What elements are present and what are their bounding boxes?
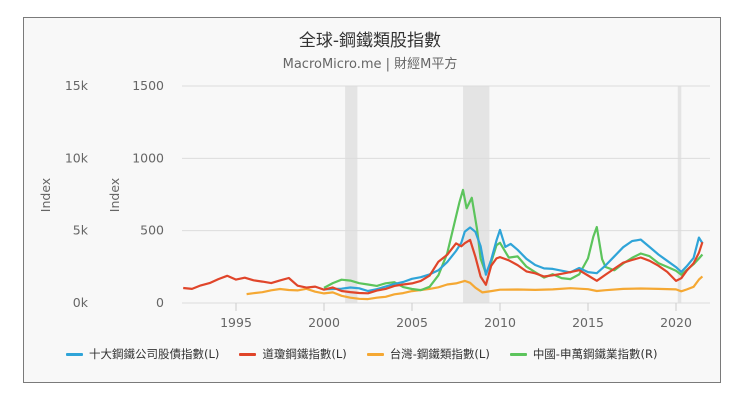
x-tick-label: 2010 (484, 315, 516, 330)
y-tick-label: 0 (156, 295, 164, 310)
x-tick-label: 2005 (396, 315, 428, 330)
legend-label: 中國-申萬鋼鐵業指數(R) (532, 347, 658, 361)
gridlines (182, 85, 710, 304)
series-line (246, 275, 704, 301)
y-tick-label: 0k (73, 295, 89, 310)
legend-item-china-steel[interactable]: 中國-申萬鋼鐵業指數(R) (509, 346, 658, 362)
recession-band (677, 86, 682, 303)
chart-frame (23, 17, 721, 383)
x-axis: 1995 2000 2005 2010 2015 2020 (220, 303, 692, 330)
legend-item-ten-steel[interactable]: 十大鋼鐵公司股債指數(L) (66, 346, 219, 362)
series-lines (183, 188, 704, 301)
series-line (183, 238, 704, 295)
y-tick-label: 1000 (132, 150, 164, 165)
legend-label: 十大鋼鐵公司股債指數(L) (89, 347, 220, 361)
x-tick-label: 1995 (220, 315, 252, 330)
legend-swatch-icon (239, 352, 257, 356)
y-axis-left-inner: 0 500 1000 1500 (132, 78, 164, 310)
chart-subtitle: MacroMicro.me | 財經M平方 (282, 57, 458, 72)
legend-item-dowjones-steel[interactable]: 道瓊鋼鐵指數(L) (239, 346, 347, 362)
legend-swatch-icon (509, 352, 527, 356)
y-tick-label: 10k (65, 150, 89, 165)
legend-item-taiwan-steel[interactable]: 台灣-鋼鐵類指數(L) (366, 346, 490, 362)
chart-title: 全球-鋼鐵類股指數 (298, 31, 442, 51)
y-tick-label: 15k (65, 78, 89, 93)
series-line (323, 226, 704, 293)
y-axis-title-inner: Index (107, 178, 122, 212)
recession-band (345, 86, 358, 303)
legend-label: 道瓊鋼鐵指數(L) (262, 347, 347, 361)
series-line (323, 188, 704, 292)
x-tick-label: 2000 (308, 315, 340, 330)
legend-label: 台灣-鋼鐵類指數(L) (389, 347, 490, 361)
legend-swatch-icon (66, 352, 83, 356)
y-tick-label: 500 (140, 223, 164, 238)
y-axis-left-outer: 0k 5k 10k 15k (65, 78, 89, 310)
legend: 十大鋼鐵公司股債指數(L) 道瓊鋼鐵指數(L) 台灣-鋼鐵類指數(L) 中國-申… (66, 346, 677, 362)
legend-swatch-icon (366, 352, 384, 356)
y-tick-label: 5k (73, 223, 89, 238)
y-tick-label: 1500 (132, 78, 164, 93)
x-tick-label: 2020 (660, 315, 692, 330)
x-tick-label: 2015 (572, 315, 604, 330)
recession-bands (345, 86, 682, 303)
y-axis-title-outer: Index (38, 178, 53, 212)
